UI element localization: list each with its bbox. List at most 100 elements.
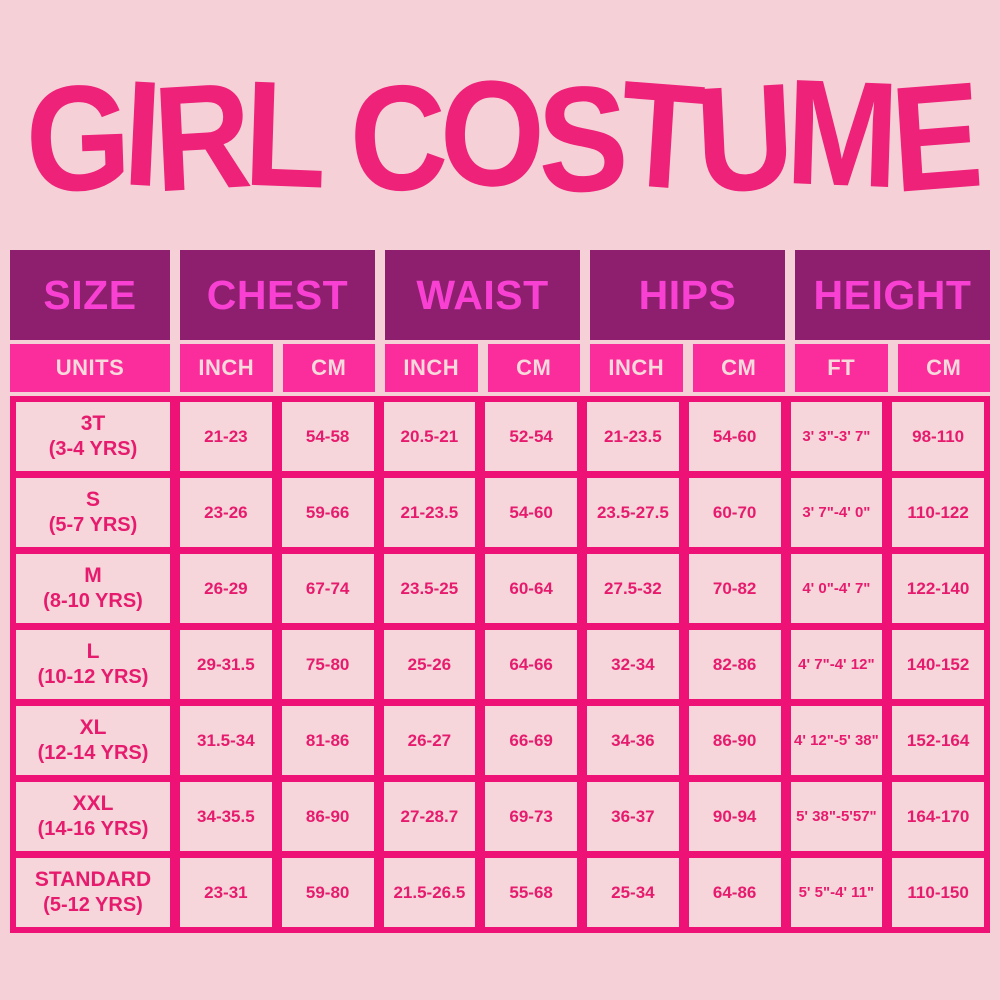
measurement-value: 21-23.5 [604, 426, 662, 446]
measurement-cell: 110-150 [892, 858, 984, 927]
measurement-value: 98-110 [912, 426, 965, 446]
measurement-cell: 31.5-34 [180, 706, 272, 775]
measurement-cell: 59-66 [281, 478, 374, 547]
title-letter: R [149, 49, 249, 224]
measurement-value: 60-70 [712, 502, 757, 522]
measurement-cell: 23-26 [180, 478, 272, 547]
title-letter: G [23, 51, 127, 224]
size-label: XXL [72, 791, 114, 815]
measurement-cell: 140-152 [892, 630, 984, 699]
measurement-value: 4' 0"-4' 7" [802, 580, 871, 597]
measurement-value: 34-35.5 [197, 806, 255, 826]
measurement-value: 31.5-34 [197, 730, 255, 750]
measurement-cell: 4' 7"-4' 12" [790, 630, 883, 699]
measurement-value: 70-82 [712, 578, 757, 598]
title-letter: T [615, 47, 702, 222]
measurement-cell: 20.5-21 [383, 402, 476, 471]
measurement-cell: 27.5-32 [587, 554, 679, 623]
measurement-value: 164-170 [906, 806, 970, 826]
title-letter: C [345, 50, 444, 225]
column-header-chest: CHEST [180, 250, 375, 340]
measurement-cell: 60-70 [688, 478, 781, 547]
measurement-value: 25-34 [611, 882, 655, 902]
title-letter [319, 50, 349, 223]
measurement-value: 36-37 [611, 806, 655, 826]
measurement-value: 3' 7"-4' 0" [802, 504, 871, 521]
measurement-value: 110-122 [907, 502, 969, 522]
size-label: M [84, 563, 102, 587]
age-range-label: (10-12 YRS) [37, 666, 149, 689]
measurement-cell: 59-80 [281, 858, 374, 927]
size-cell: XL (12-14 YRS) [16, 706, 170, 775]
measurement-value: 21-23.5 [400, 502, 459, 522]
measurement-value: 23.5-27.5 [596, 502, 669, 522]
measurement-value: 81-86 [305, 730, 350, 750]
measurement-cell: 23.5-27.5 [587, 478, 679, 547]
measurement-cell: 3' 7"-4' 0" [790, 478, 883, 547]
measurement-value: 3' 3"-3' 7" [802, 428, 871, 445]
measurement-value: 5' 5"-4' 11" [798, 884, 875, 901]
measurement-value: 140-152 [906, 654, 970, 674]
measurement-value: 86-90 [712, 730, 757, 750]
size-label: S [85, 487, 100, 511]
measurement-value: 25-26 [407, 654, 452, 674]
age-range-label: (5-7 YRS) [48, 514, 138, 537]
measurement-cell: 26-29 [180, 554, 272, 623]
group-header-row: SIZE CHEST WAIST HIPS HEIGHT [10, 250, 990, 340]
column-header-height: HEIGHT [795, 250, 990, 340]
size-label: 3T [80, 411, 106, 435]
measurement-value: 23-31 [204, 882, 248, 902]
measurement-cell: 86-90 [281, 782, 374, 851]
measurement-value: 5' 38"-5'57" [796, 808, 877, 825]
measurement-value: 21-23 [204, 426, 248, 446]
measurement-cell: 55-68 [485, 858, 577, 927]
measurement-cell: 21-23.5 [587, 402, 679, 471]
measurement-value: 54-60 [509, 502, 553, 522]
size-cell: STANDARD (5-12 YRS) [16, 858, 170, 927]
column-header-hips: HIPS [590, 250, 785, 340]
measurement-cell: 66-69 [485, 706, 577, 775]
title-letter: M [783, 46, 895, 219]
measurement-cell: 21-23 [180, 402, 272, 471]
measurement-value: 27-28.7 [400, 806, 459, 826]
size-label: XL [79, 715, 107, 739]
measurement-cell: 69-73 [485, 782, 577, 851]
measurement-cell: 5' 38"-5'57" [790, 782, 883, 851]
measurement-cell: 67-74 [281, 554, 374, 623]
measurement-value: 26-27 [407, 730, 452, 750]
measurement-cell: 26-27 [383, 706, 476, 775]
measurement-value: 4' 7"-4' 12" [798, 656, 875, 673]
measurement-value: 64-66 [509, 654, 553, 674]
chest-cm-header: CM [282, 344, 375, 392]
measurement-cell: 81-86 [281, 706, 374, 775]
measurement-value: 86-90 [305, 806, 350, 826]
title-letter: U [692, 50, 791, 225]
measurements-grid: 3T (3-4 YRS) 21-23 54-58 20.5-21 52-54 21-23.5… [10, 396, 990, 933]
measurement-value: 54-60 [712, 426, 757, 446]
hips-inch-header: INCH [590, 344, 683, 392]
size-label: L [86, 639, 100, 663]
measurement-cell: 90-94 [688, 782, 781, 851]
measurement-value: 4' 12"-5' 38" [794, 732, 879, 749]
measurement-cell: 54-58 [281, 402, 374, 471]
age-range-label: (14-16 YRS) [37, 818, 149, 841]
measurement-cell: 23.5-25 [383, 554, 476, 623]
title-letter: S [535, 52, 624, 225]
units-header-row: UNITS INCH CM INCH CM INCH CM FT CM [10, 344, 990, 392]
measurement-cell: 75-80 [281, 630, 374, 699]
measurement-cell: 98-110 [892, 402, 984, 471]
waist-inch-header: INCH [385, 344, 478, 392]
title-letter: O [436, 45, 542, 220]
measurement-cell: 5' 5"-4' 11" [790, 858, 883, 927]
measurement-cell: 152-164 [892, 706, 984, 775]
size-cell: XXL (14-16 YRS) [16, 782, 170, 851]
size-cell: S (5-7 YRS) [16, 478, 170, 547]
age-range-label: (8-10 YRS) [43, 590, 143, 613]
measurement-cell: 29-31.5 [180, 630, 272, 699]
measurement-value: 64-86 [712, 882, 757, 902]
hips-cm-header: CM [692, 344, 785, 392]
measurement-value: 59-80 [305, 882, 350, 902]
column-header-size: SIZE [10, 250, 170, 340]
measurement-value: 67-74 [305, 578, 350, 598]
